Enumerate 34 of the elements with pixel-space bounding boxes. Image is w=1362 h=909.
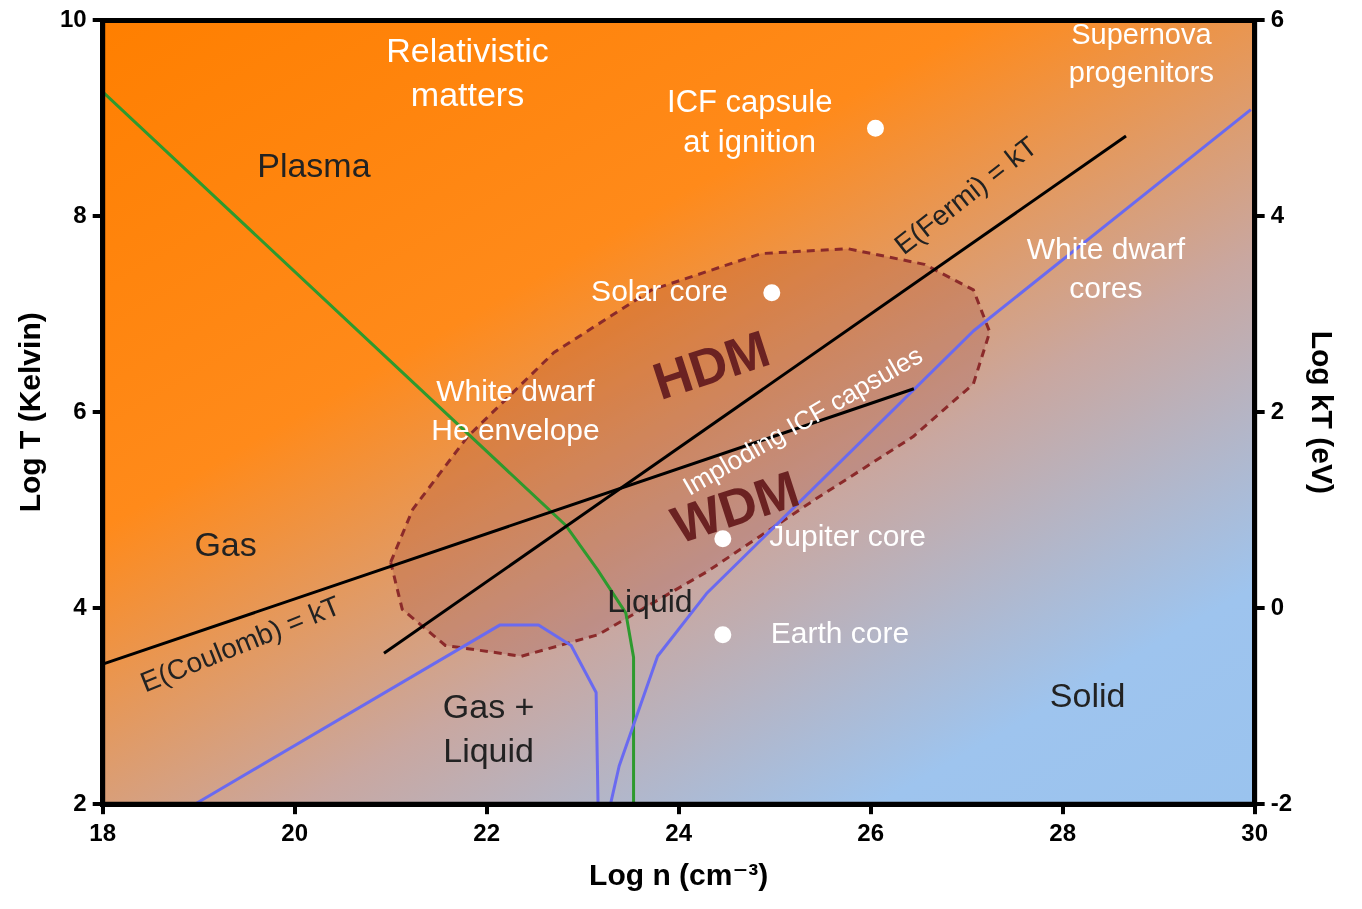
annotation: Gas [194,524,257,563]
annotation: Earth core [770,615,910,649]
x-tick-label: 18 [89,819,117,847]
x-tick-label: 20 [281,819,309,847]
x-tick-label: 24 [665,819,693,847]
y-tick-label: 8 [73,200,87,228]
y-tick-label: 2 [73,788,87,816]
x-tick-label: 22 [473,819,501,847]
annotation: White dwarf He envelope [431,374,600,447]
y-tick-label: 10 [59,5,87,33]
x-axis-title: Log n (cm⁻³) [589,858,769,892]
point [714,626,732,644]
y2-tick-label: 6 [1270,5,1285,33]
y2-tick-label: 0 [1270,592,1285,620]
y-tick-label: 4 [73,592,88,620]
point [763,284,781,302]
y2-tick-label: 4 [1270,200,1285,228]
point [866,119,884,137]
y2-axis-title: Log kT (eV) [1305,330,1339,494]
annotation: Plasma [257,145,371,184]
annotation: Relativistic matters [386,30,549,113]
y-tick-label: 6 [73,396,87,424]
x-tick-label: 26 [857,819,885,847]
annotation: Gas + Liquid [442,686,535,770]
y2-tick-label: -2 [1270,788,1292,816]
x-tick-label: 28 [1049,819,1077,847]
annotation: Solar core [591,274,728,308]
annotation: HDM [645,318,777,411]
y2-tick-label: 2 [1270,396,1285,424]
y-axis-title: Log T (Kelvin) [13,312,47,513]
annotation: Supernova progenitors [1068,17,1214,88]
annotation: ICF capsule at ignition [667,83,833,159]
annotation: Solid [1049,675,1126,714]
x-tick-label: 30 [1241,819,1269,847]
